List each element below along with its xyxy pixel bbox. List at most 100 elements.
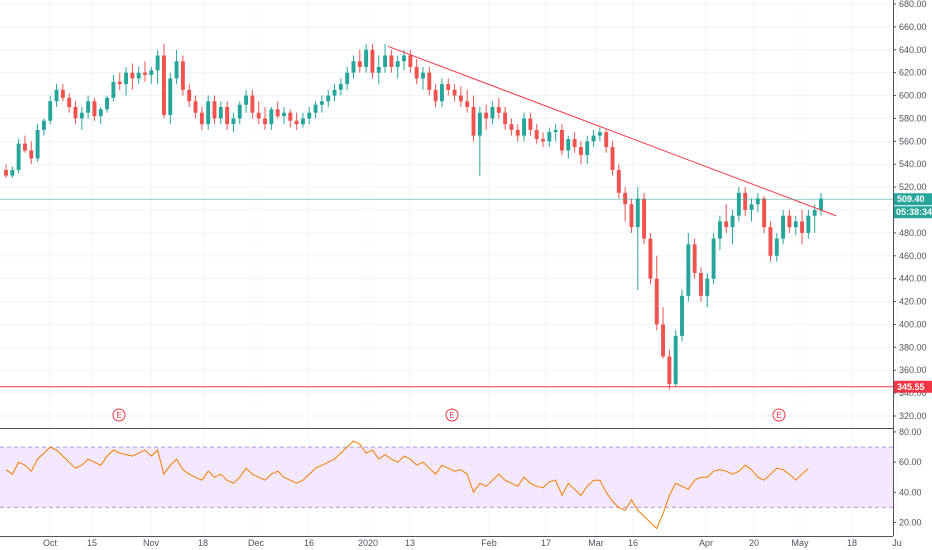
candle <box>414 58 419 85</box>
time-tick-label: 15 <box>87 538 97 548</box>
candle-body <box>509 124 514 130</box>
earnings-event-marker[interactable]: E <box>772 408 786 422</box>
candle <box>496 97 501 119</box>
candle-body <box>465 101 470 107</box>
candle-body <box>654 278 659 325</box>
time-tick-label: May <box>791 538 809 548</box>
candle-body <box>48 101 53 121</box>
candle-body <box>503 112 508 125</box>
candle-body <box>560 129 564 151</box>
candle-body <box>635 198 640 228</box>
candle <box>560 124 564 156</box>
candle <box>22 135 27 153</box>
countdown-bg <box>894 206 932 219</box>
candle <box>351 55 356 79</box>
candle-body <box>206 101 211 125</box>
candle-body <box>661 324 666 357</box>
time-tick-label: 13 <box>405 538 415 548</box>
rsi-panel <box>0 440 893 530</box>
candle <box>288 109 293 128</box>
candle-body <box>10 169 15 176</box>
candle <box>79 107 84 130</box>
candle <box>439 78 444 107</box>
current-price-tag: 509.40 <box>894 193 932 206</box>
candle-body <box>522 118 527 136</box>
price-axis[interactable]: 680.00 660.00 640.00 620.00 600.00 580.00 560.… <box>893 0 927 421</box>
trendline[interactable] <box>387 45 837 217</box>
candle <box>86 95 91 119</box>
price-tick-label: 680.00 <box>899 0 927 9</box>
event-circle <box>445 408 459 422</box>
candle <box>4 164 8 178</box>
candle <box>572 132 577 153</box>
candle-body <box>610 147 615 170</box>
candle-body <box>692 244 697 273</box>
candle <box>490 101 495 125</box>
candle <box>275 101 280 119</box>
candle <box>465 89 470 113</box>
candle <box>345 66 350 90</box>
drawing-lines[interactable] <box>0 45 893 388</box>
event-label: E <box>776 411 781 420</box>
price-tick-label: 660.00 <box>899 22 927 32</box>
rsi-axis[interactable]: 80.00 60.00 40.00 20.00 <box>893 427 922 527</box>
event-label: E <box>449 411 454 420</box>
candle-body <box>300 118 305 125</box>
candle <box>60 84 65 102</box>
candle <box>326 89 331 107</box>
candle <box>155 49 160 85</box>
price-tick-label: 540.00 <box>899 159 927 169</box>
candle-body <box>92 101 97 117</box>
candle-body <box>256 112 261 119</box>
candle-body <box>812 210 817 216</box>
candle-body <box>541 139 545 142</box>
candle-body <box>54 89 59 102</box>
time-tick-label: 18 <box>847 538 857 548</box>
candle-body <box>446 84 451 90</box>
candle <box>667 349 672 390</box>
candle <box>717 215 722 251</box>
candle <box>471 95 476 142</box>
earnings-event-marker[interactable]: E <box>445 408 459 422</box>
candle-body <box>73 107 78 119</box>
price-tick-label: 460.00 <box>899 251 927 261</box>
candle <box>244 89 249 113</box>
candle-body <box>585 141 590 156</box>
countdown-tag: 05:38:34 <box>894 206 932 219</box>
candle-body <box>130 72 135 79</box>
candle-body <box>149 70 154 75</box>
candle <box>522 112 527 142</box>
candle-body <box>749 204 754 210</box>
candle-body <box>705 278 710 296</box>
candle-body <box>623 192 628 205</box>
candle <box>743 187 748 216</box>
candle <box>180 55 185 96</box>
candle-body <box>389 55 394 67</box>
candle-body <box>143 72 147 75</box>
candle <box>269 107 274 130</box>
candle-body <box>768 227 773 256</box>
candle-body <box>515 129 520 136</box>
candlestick-series <box>4 44 823 390</box>
candle-body <box>743 192 748 210</box>
candle-body <box>421 72 425 79</box>
candle <box>604 129 609 153</box>
earnings-event-marker[interactable]: E <box>112 408 126 422</box>
candle <box>149 66 154 85</box>
candle <box>231 112 236 133</box>
price-tick-label: 380.00 <box>899 342 927 352</box>
candle <box>313 101 318 119</box>
candle <box>768 221 773 262</box>
candle <box>35 124 40 162</box>
candle-body <box>313 104 318 113</box>
candle <box>680 290 684 342</box>
time-axis[interactable]: Oct 15 Nov 18 Dec 16 2020 13 Feb 17 Mar 16 Apr 20 May 1… <box>43 538 902 548</box>
candle-body <box>648 238 653 279</box>
candle <box>256 101 261 125</box>
candle-body <box>376 66 381 73</box>
candle <box>54 84 59 107</box>
candle <box>29 141 34 165</box>
candle-body <box>155 55 160 71</box>
